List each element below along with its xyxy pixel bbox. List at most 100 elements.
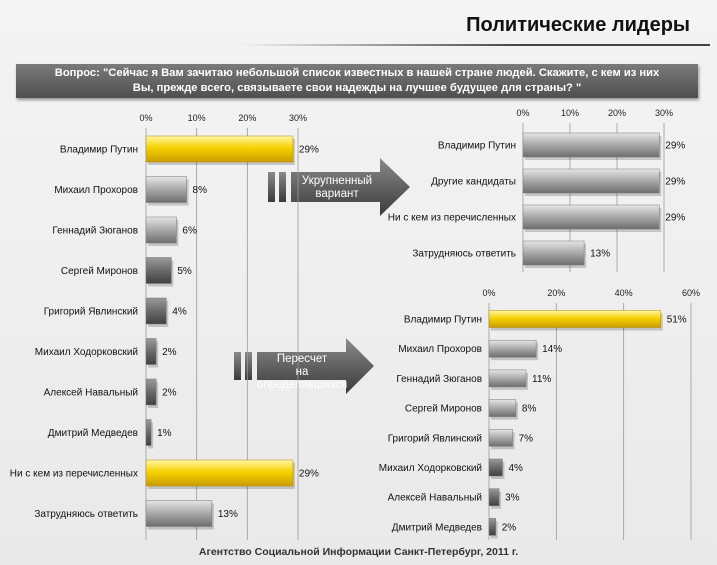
category-label: Владимир Путин xyxy=(438,141,516,152)
question-banner: Вопрос: "Сейчас я Вам зачитаю небольшой … xyxy=(16,64,698,98)
tick-label: 0% xyxy=(482,288,495,298)
bar xyxy=(145,378,157,406)
bar xyxy=(488,399,517,417)
bar xyxy=(522,132,660,158)
category-label: Григорий Явлинский xyxy=(388,433,482,444)
title-underline xyxy=(240,44,710,46)
arrow-shape xyxy=(257,338,374,394)
value-label: 8% xyxy=(522,404,537,415)
bar xyxy=(488,310,661,328)
value-label: 1% xyxy=(157,428,172,439)
value-label: 29% xyxy=(665,213,685,224)
tick-label: 20% xyxy=(238,113,256,123)
bar xyxy=(488,429,513,447)
value-label: 2% xyxy=(502,522,517,533)
bar xyxy=(145,459,294,487)
value-label: 13% xyxy=(218,509,238,520)
bar xyxy=(488,339,537,358)
value-label: 7% xyxy=(519,433,534,444)
tick-label: 40% xyxy=(615,288,633,298)
value-label: 13% xyxy=(590,249,610,260)
value-label: 11% xyxy=(532,374,551,385)
tick-label: 10% xyxy=(561,108,579,118)
arrow-tick xyxy=(234,352,241,380)
value-label: 51% xyxy=(667,315,687,326)
category-label: Алексей Навальный xyxy=(44,388,138,399)
recalc-arrow-line-2: на определившихся xyxy=(256,366,348,391)
value-label: 3% xyxy=(505,493,520,504)
bar xyxy=(488,518,496,536)
value-label: 14% xyxy=(542,344,562,355)
tick-label: 20% xyxy=(547,288,565,298)
category-label: Геннадий Зюганов xyxy=(52,226,138,237)
page-title: Политические лидеры xyxy=(466,14,690,36)
bar xyxy=(488,488,500,506)
value-label: 29% xyxy=(299,145,319,156)
recalc-chart: 0% 20% 40% 60% Владимир Путин 51% Михаил Прохо… xyxy=(379,288,700,540)
category-label: Сергей Миронов xyxy=(61,266,138,277)
bar xyxy=(522,240,585,266)
arrow-tick xyxy=(245,352,252,380)
category-label: Михаил Прохоров xyxy=(398,344,482,355)
question-line-2: Вы, прежде всего, связываете свои надежд… xyxy=(132,82,582,94)
category-label: Михаил Прохоров xyxy=(54,185,138,196)
bar xyxy=(522,168,660,194)
value-label: 5% xyxy=(177,266,192,277)
recalc-arrow-line-1: Пересчет xyxy=(276,353,328,365)
category-label: Сергей Миронов xyxy=(405,404,482,415)
category-label: Дмитрий Медведев xyxy=(48,428,138,439)
enlarged-arrow-line-2: вариант xyxy=(315,188,359,200)
category-label: Затрудняюсь ответить xyxy=(412,249,516,260)
bar xyxy=(145,419,152,446)
bar xyxy=(145,500,213,527)
category-label: Затрудняюсь ответить xyxy=(34,509,138,520)
category-label: Геннадий Зюганов xyxy=(396,374,482,385)
category-label: Михаил Ходорковский xyxy=(379,463,482,474)
question-line-1: Вопрос: "Сейчас я Вам зачитаю небольшой … xyxy=(54,67,660,79)
value-label: 2% xyxy=(162,388,177,399)
arrow-tick xyxy=(279,172,286,202)
bar xyxy=(145,216,177,244)
bar xyxy=(145,176,187,203)
bar xyxy=(145,135,294,163)
category-label: Владимир Путин xyxy=(60,145,138,156)
category-label: Ни с кем из перечисленных xyxy=(388,213,516,224)
value-label: 4% xyxy=(172,307,187,318)
enlarged-arrow-label: Укрупненный вариант xyxy=(295,175,379,201)
tick-label: 0% xyxy=(516,108,529,118)
value-label: 29% xyxy=(299,469,319,480)
category-label: Владимир Путин xyxy=(404,315,482,326)
enlarged-arrow-line-1: Укрупненный xyxy=(301,175,373,187)
value-label: 6% xyxy=(182,226,197,237)
footer-source: Агентство Социальной Информации Санкт-Пе… xyxy=(198,546,519,558)
tick-label: 30% xyxy=(289,113,307,123)
value-label: 8% xyxy=(193,185,208,196)
bar xyxy=(145,257,172,284)
tick-label: 10% xyxy=(188,113,206,123)
category-label: Другие кандидаты xyxy=(431,177,516,188)
tick-label: 0% xyxy=(139,113,152,123)
tick-label: 30% xyxy=(655,108,673,118)
value-label: 29% xyxy=(665,177,685,188)
bar xyxy=(145,297,167,325)
recalc-arrow xyxy=(234,338,374,394)
bar xyxy=(488,458,503,477)
enlarged-chart: 0% 10% 20% 30% Владимир Путин 29% Другие канди… xyxy=(388,108,685,272)
recalc-arrow-label: Пересчет на определившихся xyxy=(252,353,352,392)
category-label: Григорий Явлинский xyxy=(44,307,138,318)
category-label: Алексей Навальный xyxy=(388,493,482,504)
main-chart: 0% 10% 20% 30% Владимир Путин 29% Михаил Прохо… xyxy=(10,113,319,540)
value-label: 2% xyxy=(162,347,177,358)
bar xyxy=(488,369,527,388)
category-label: Михаил Ходорковский xyxy=(35,347,138,358)
bar xyxy=(145,338,157,365)
category-label: Дмитрий Медведев xyxy=(392,522,482,533)
tick-label: 60% xyxy=(682,288,700,298)
arrow-tick xyxy=(268,172,275,202)
tick-label: 20% xyxy=(608,108,626,118)
bar xyxy=(522,204,660,230)
arrow-shape xyxy=(291,158,410,216)
category-label: Ни с кем из перечисленных xyxy=(10,469,138,480)
value-label: 4% xyxy=(508,463,523,474)
